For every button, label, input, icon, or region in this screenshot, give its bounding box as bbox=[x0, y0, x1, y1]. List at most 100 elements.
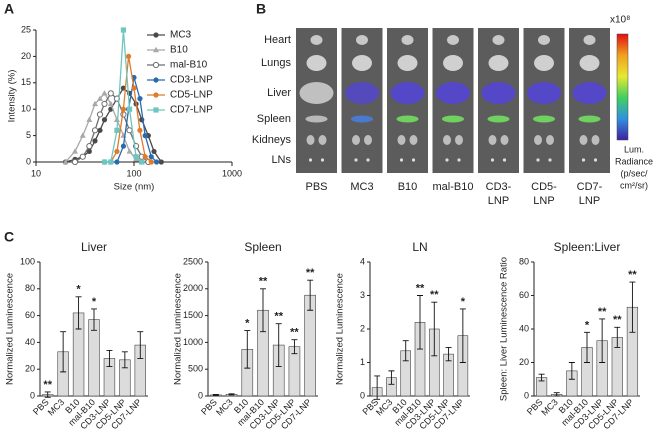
y-tick-label: 20 bbox=[25, 364, 35, 374]
y-tick-label: 60 bbox=[519, 290, 529, 300]
kidney bbox=[306, 135, 315, 145]
colorbar-label: cm²/sr) bbox=[620, 180, 648, 190]
marker bbox=[71, 158, 79, 166]
row-label: Lungs bbox=[261, 57, 291, 69]
y-tick-label: 2000 bbox=[183, 283, 203, 293]
lymph-node bbox=[445, 158, 449, 162]
lymph-node bbox=[490, 158, 495, 162]
significance: * bbox=[245, 318, 250, 330]
marker bbox=[101, 90, 108, 96]
error-bar bbox=[599, 318, 606, 363]
lymph-node bbox=[399, 158, 404, 162]
marker bbox=[92, 138, 98, 144]
error-bar bbox=[402, 340, 409, 362]
y-axis-label: Intensity (%) bbox=[7, 70, 18, 123]
error-bar bbox=[121, 351, 128, 369]
marker bbox=[148, 159, 154, 165]
lungs bbox=[397, 55, 418, 71]
marker bbox=[120, 106, 127, 112]
y-tick-label: 500 bbox=[188, 364, 203, 374]
column-label: CD3- bbox=[486, 181, 512, 193]
error-bar bbox=[244, 330, 251, 369]
heart bbox=[538, 35, 550, 45]
liver bbox=[481, 82, 516, 104]
significance: ** bbox=[306, 267, 315, 279]
error-bar bbox=[75, 296, 82, 330]
lymph-node bbox=[320, 158, 325, 162]
liver bbox=[345, 82, 379, 104]
error-bar bbox=[538, 373, 545, 382]
liver bbox=[390, 82, 425, 104]
y-tick-label: 2500 bbox=[183, 256, 203, 266]
y-tick-label: 0 bbox=[360, 390, 365, 400]
legend-marker bbox=[153, 32, 159, 38]
legend-marker bbox=[153, 77, 159, 83]
lymph-node bbox=[354, 158, 358, 162]
lungs bbox=[443, 55, 463, 71]
marker bbox=[126, 106, 133, 112]
spleen bbox=[533, 115, 555, 123]
marker bbox=[137, 127, 143, 133]
y-tick-label: 4 bbox=[360, 256, 365, 266]
colorbar bbox=[616, 33, 629, 141]
spleen bbox=[351, 115, 373, 123]
y-tick-label: 0 bbox=[524, 390, 529, 400]
colorbar-label: Radiance bbox=[615, 156, 653, 166]
y-axis-label: Spleen: Liver Luminescence Ratio bbox=[499, 257, 510, 401]
legend-marker bbox=[153, 92, 159, 98]
row-label: Kidneys bbox=[252, 134, 292, 146]
heart bbox=[401, 35, 414, 45]
chart-title: Spleen:Liver bbox=[554, 240, 621, 254]
legend-marker bbox=[152, 61, 160, 69]
error-bar bbox=[431, 301, 438, 357]
y-tick-label: 10 bbox=[21, 104, 31, 114]
lungs bbox=[352, 55, 372, 71]
y-tick-label: 3 bbox=[360, 290, 365, 300]
row-label: Spleen bbox=[257, 113, 291, 125]
lungs bbox=[306, 55, 327, 71]
marker bbox=[86, 148, 92, 155]
kidney bbox=[579, 135, 588, 145]
marker bbox=[91, 127, 99, 134]
y-tick-label: 60 bbox=[25, 310, 35, 320]
marker bbox=[79, 153, 86, 160]
kidney bbox=[546, 135, 554, 145]
x-axis-label: Size (nm) bbox=[114, 182, 155, 193]
kidney bbox=[443, 135, 451, 145]
error-bar bbox=[307, 279, 314, 311]
heart bbox=[356, 35, 368, 45]
y-tick-label: 20 bbox=[519, 357, 529, 367]
error-bar bbox=[568, 362, 575, 380]
marker bbox=[101, 117, 108, 123]
marker bbox=[158, 159, 164, 165]
kidney bbox=[488, 135, 497, 145]
spleen bbox=[396, 115, 419, 123]
heart bbox=[492, 35, 505, 45]
row-label: Liver bbox=[267, 87, 291, 99]
significance: ** bbox=[43, 379, 52, 391]
error-bar bbox=[91, 308, 97, 331]
bar bbox=[88, 319, 100, 397]
colorbar-label: (p/sec/ bbox=[620, 168, 648, 178]
significance: ** bbox=[259, 276, 268, 288]
significance: * bbox=[76, 284, 81, 296]
spleen bbox=[578, 115, 601, 123]
error-bar bbox=[275, 323, 282, 367]
column-label: PBS bbox=[305, 181, 327, 193]
y-tick-label: 0 bbox=[30, 390, 35, 400]
x-tick-label: 1000 bbox=[222, 168, 242, 178]
series-line bbox=[104, 77, 158, 163]
error-bar bbox=[459, 308, 466, 363]
lungs bbox=[534, 55, 554, 71]
y-tick-label: 0 bbox=[26, 156, 31, 166]
marker bbox=[107, 90, 114, 97]
y-tick-label: 20 bbox=[21, 51, 31, 61]
marker bbox=[126, 148, 133, 154]
lungs bbox=[579, 55, 600, 71]
legend-label: B10 bbox=[170, 45, 188, 56]
marker bbox=[151, 148, 157, 155]
lungs bbox=[488, 55, 509, 71]
kidney bbox=[352, 135, 360, 145]
y-tick-label: 80 bbox=[25, 283, 35, 293]
